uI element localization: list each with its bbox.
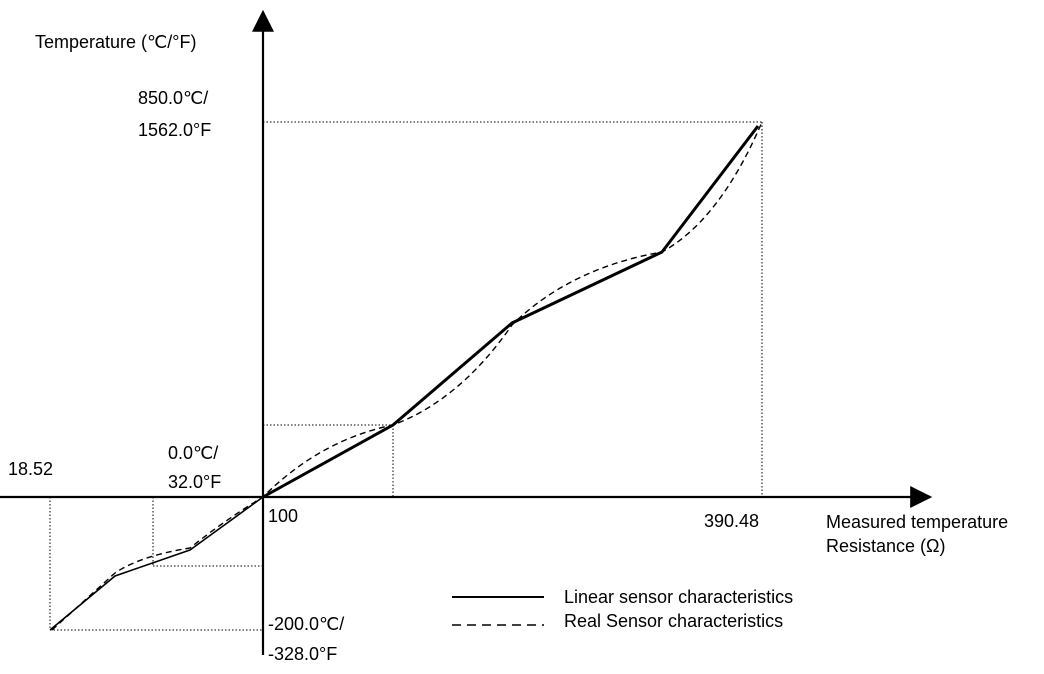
real-sensor-curve: [51, 121, 763, 631]
label-zero-temp-c: 0.0℃/: [168, 443, 218, 463]
linear-sensor-line-positive: [262, 125, 760, 499]
legend: Linear sensor characteristics Real Senso…: [452, 587, 793, 631]
legend-real-label: Real Sensor characteristics: [564, 611, 783, 631]
y-axis-title: Temperature (℃/°F): [35, 32, 196, 52]
label-min-resistance: 18.52: [8, 459, 53, 479]
guide-lines: [49, 121, 763, 631]
label-zero-temp-f: 32.0°F: [168, 472, 221, 492]
label-max-temp-c: 850.0℃/: [138, 88, 208, 108]
label-zero-resistance: 100: [268, 506, 298, 526]
linear-sensor-line: [49, 496, 264, 631]
legend-linear-label: Linear sensor characteristics: [564, 587, 793, 607]
label-min-temp-c: -200.0℃/: [268, 614, 344, 634]
label-min-temp-f: -328.0°F: [268, 644, 337, 664]
x-axis-title-line2: Resistance (Ω): [826, 536, 946, 556]
x-axis-title-line1: Measured temperature: [826, 512, 1008, 532]
label-max-resistance: 390.48: [704, 511, 759, 531]
label-max-temp-f: 1562.0°F: [138, 120, 211, 140]
